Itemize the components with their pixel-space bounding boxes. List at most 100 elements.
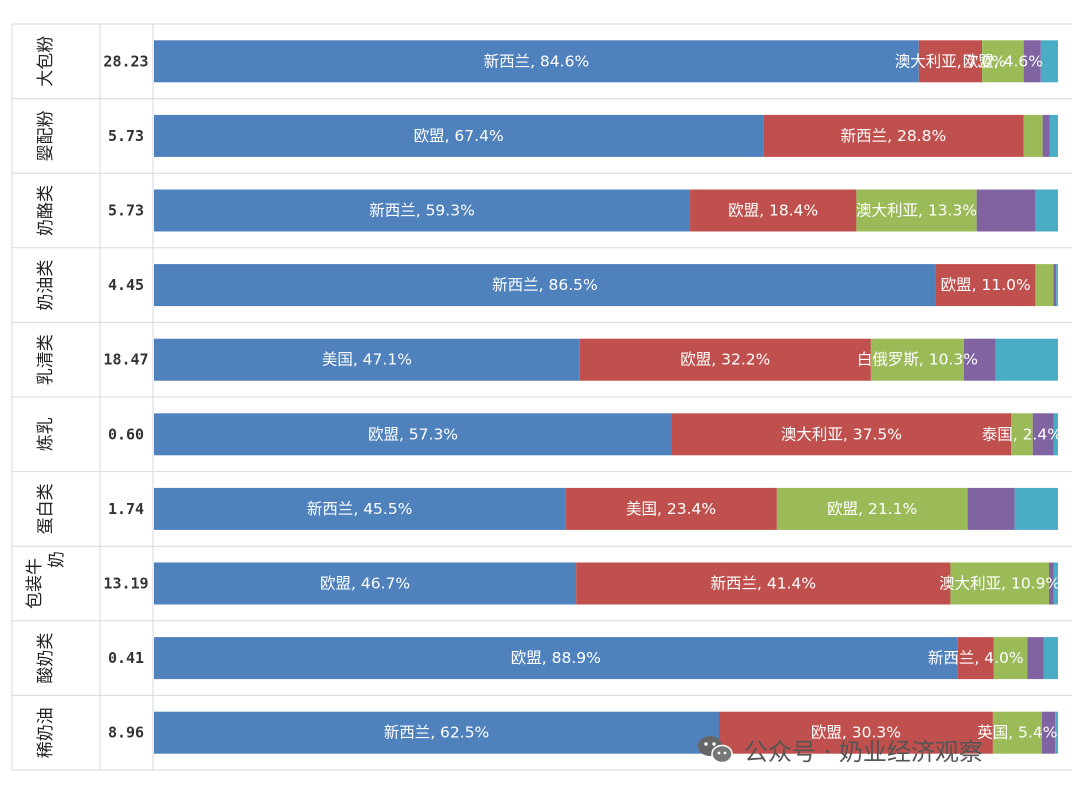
data-label: 欧盟, 18.4% <box>728 202 818 220</box>
bar-segment <box>1043 637 1058 680</box>
data-label: 欧盟, 30.3% <box>811 724 901 742</box>
bar-segment <box>976 189 1036 232</box>
bar-segment <box>1023 40 1041 83</box>
bar-segment <box>982 40 1024 83</box>
bar-segment <box>993 637 1028 680</box>
bar-segment <box>154 637 958 680</box>
data-label: 新西兰, 62.5% <box>384 724 490 742</box>
data-label: 新西兰, 4.0% <box>928 649 1024 667</box>
data-label: 新西兰, 86.5% <box>492 276 598 294</box>
data-label: 泰国, 2.4% <box>982 425 1062 443</box>
bar-segment <box>154 338 580 381</box>
bar-segment <box>1014 487 1058 530</box>
bar-segment <box>995 338 1058 381</box>
bar-segment <box>763 114 1024 157</box>
wechat-icon <box>698 736 733 764</box>
row-value: 13.19 <box>103 575 148 593</box>
data-label: 新西兰, 41.4% <box>710 575 816 593</box>
bar-segment <box>1053 562 1058 605</box>
data-label: 欧盟, 57.3% <box>368 425 458 443</box>
bar-segment <box>856 189 977 232</box>
bar-segment <box>1027 637 1044 680</box>
table-grid <box>11 23 1072 771</box>
data-label: 澳大利亚, 7.0% <box>895 52 1006 70</box>
bar-segment <box>154 413 672 456</box>
row-category-label: 乳清类 <box>36 334 56 385</box>
bar-segment <box>935 264 1036 307</box>
data-label: 新西兰, 28.8% <box>841 127 947 145</box>
bar-segment <box>1049 114 1058 157</box>
data-label: 欧盟, 21.1% <box>827 500 917 518</box>
data-label: 欧盟, 88.9% <box>511 649 601 667</box>
row-category-label: 包装牛 <box>25 558 45 609</box>
bar-segment <box>1053 264 1057 307</box>
bar-segment <box>154 189 691 232</box>
bar-segment <box>690 189 857 232</box>
data-label: 澳大利亚, 10.9% <box>939 575 1060 593</box>
data-label: 白俄罗斯, 10.3% <box>857 351 978 369</box>
data-label: 新西兰, 59.3% <box>369 202 475 220</box>
bar-segment <box>1010 413 1033 456</box>
bar-segment <box>579 338 871 381</box>
data-label: 欧盟, 67.4% <box>414 127 504 145</box>
row-category-label: 酸奶类 <box>36 633 56 684</box>
bar-segment <box>776 487 968 530</box>
row-labels: 大包粉 28.23 婴配粉 5.73 奶酪类 5.73 奶油类 4.45 乳清类 18.47 炼乳 0… <box>25 36 149 758</box>
row-category-label: 稀奶油 <box>36 707 56 758</box>
bar-segment <box>154 264 936 307</box>
bar-segment <box>1040 40 1058 83</box>
bar-segment <box>576 562 951 605</box>
row-value: 28.23 <box>103 52 148 70</box>
bar-segment <box>154 487 566 530</box>
data-label: 澳大利亚, 13.3% <box>856 202 977 220</box>
bar-segment <box>154 114 764 157</box>
bar-segment <box>1035 264 1054 307</box>
data-label: 欧盟, 11.0% <box>941 276 1031 294</box>
data-label: 欧盟, 46.7% <box>320 575 410 593</box>
bar-segment <box>957 637 994 680</box>
row-category-label: 奶酪类 <box>36 185 56 236</box>
bar-segment <box>1041 711 1056 754</box>
bar-segment <box>1056 264 1058 307</box>
row-category-label: 炼乳 <box>36 417 56 451</box>
row-value: 8.96 <box>108 724 144 742</box>
bar-segment <box>565 487 777 530</box>
data-label: 美国, 47.1% <box>322 351 412 369</box>
row-category-label: 蛋白类 <box>36 483 56 534</box>
data-label: 美国, 23.4% <box>626 500 716 518</box>
row-value: 5.73 <box>108 202 144 220</box>
bar-segment <box>992 711 1042 754</box>
data-label: 新西兰, 45.5% <box>307 500 413 518</box>
bar-segment <box>967 487 1015 530</box>
bar-segment <box>719 711 993 754</box>
row-category-label: 大包粉 <box>36 36 56 87</box>
bar-segment <box>1042 114 1050 157</box>
bar-segment <box>1023 114 1043 157</box>
row-value: 1.74 <box>108 500 144 518</box>
watermark: 公众号 · 奶业经济观察 <box>698 736 983 766</box>
bar-segment <box>1032 413 1054 456</box>
bar-segment <box>154 562 577 605</box>
row-category-label: 奶 <box>47 551 67 568</box>
row-value: 5.73 <box>108 127 144 145</box>
bars: 新西兰, 84.6% 澳大利亚, 7.0%欧盟, 4.6% 欧盟, 67.4% 新西兰… <box>154 40 1062 754</box>
bar-segment <box>950 562 1049 605</box>
bar-segment <box>870 338 964 381</box>
bar-segment <box>1055 711 1058 754</box>
row-category-label: 奶油类 <box>36 260 56 311</box>
data-label: 欧盟, 4.6% <box>963 52 1043 70</box>
bar-segment <box>154 711 719 754</box>
data-label: 欧盟, 32.2% <box>680 351 770 369</box>
bar-segment <box>1053 413 1058 456</box>
row-value: 0.41 <box>108 649 144 667</box>
bar-segment <box>918 40 983 83</box>
data-label: 澳大利亚, 37.5% <box>781 425 902 443</box>
watermark-text: 公众号 · 奶业经济观察 <box>744 738 983 766</box>
row-category-label: 婴配粉 <box>36 110 56 161</box>
data-label: 新西兰, 84.6% <box>484 52 590 70</box>
row-value: 4.45 <box>108 276 144 294</box>
data-label: 英国, 5.4% <box>977 724 1057 742</box>
bar-segment <box>1035 189 1058 232</box>
bar-segment <box>154 40 919 83</box>
